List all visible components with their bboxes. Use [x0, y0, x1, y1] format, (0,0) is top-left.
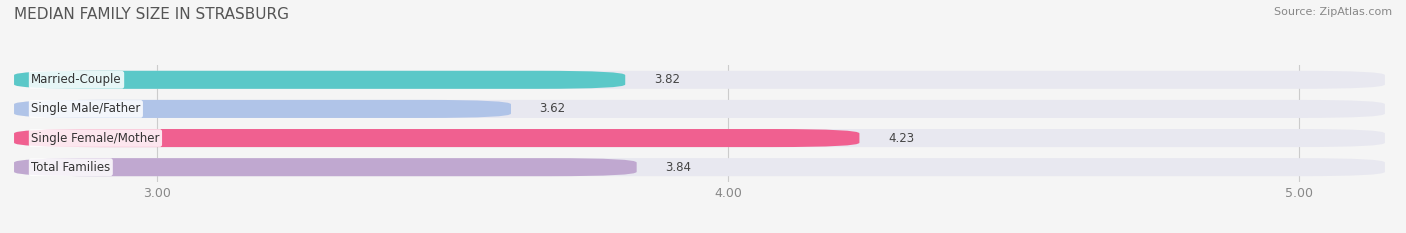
Text: Source: ZipAtlas.com: Source: ZipAtlas.com — [1274, 7, 1392, 17]
Text: Single Male/Father: Single Male/Father — [31, 103, 141, 115]
FancyBboxPatch shape — [14, 129, 859, 147]
FancyBboxPatch shape — [14, 158, 637, 176]
Text: Single Female/Mother: Single Female/Mother — [31, 132, 160, 144]
FancyBboxPatch shape — [14, 158, 1385, 176]
Text: Total Families: Total Families — [31, 161, 111, 174]
FancyBboxPatch shape — [14, 100, 510, 118]
Text: MEDIAN FAMILY SIZE IN STRASBURG: MEDIAN FAMILY SIZE IN STRASBURG — [14, 7, 290, 22]
Text: 4.23: 4.23 — [889, 132, 914, 144]
Text: Married-Couple: Married-Couple — [31, 73, 122, 86]
Text: 3.82: 3.82 — [654, 73, 679, 86]
FancyBboxPatch shape — [14, 71, 626, 89]
Text: 3.62: 3.62 — [540, 103, 565, 115]
FancyBboxPatch shape — [14, 71, 1385, 89]
FancyBboxPatch shape — [14, 129, 1385, 147]
FancyBboxPatch shape — [14, 100, 1385, 118]
Text: 3.84: 3.84 — [665, 161, 692, 174]
